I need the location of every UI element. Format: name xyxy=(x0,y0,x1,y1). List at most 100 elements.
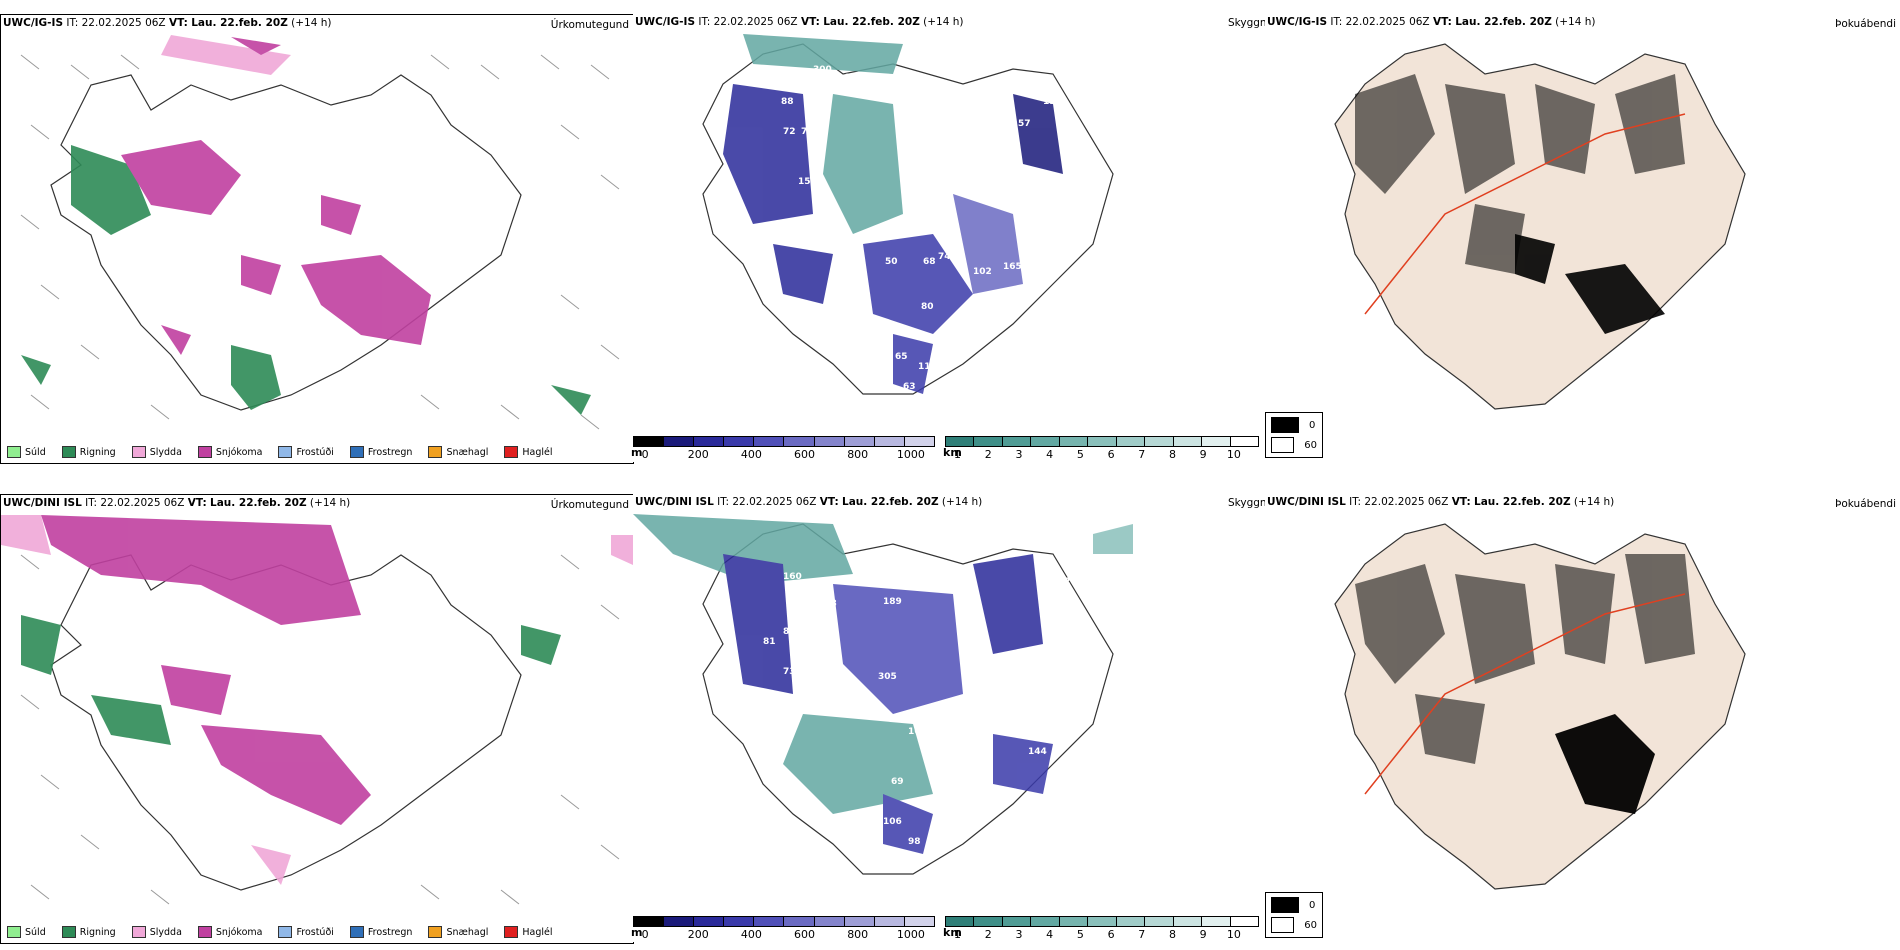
colorbar-unit: km xyxy=(943,446,962,459)
legend-swatch xyxy=(349,446,364,458)
precip-map-bottom xyxy=(1,515,633,905)
colorbar-tick-label: 8 xyxy=(1168,448,1176,461)
colorbar-tick-label: 4 xyxy=(1046,928,1054,941)
colorbar-boxes xyxy=(633,916,935,927)
colorbar-tick-label: 6 xyxy=(1107,448,1115,461)
svg-text:77: 77 xyxy=(801,127,814,137)
colorbar-ticks: 1 2 3 4 5 6 7 8 9 10 xyxy=(945,448,1259,462)
colorbar-tick-label: 7 xyxy=(1138,448,1146,461)
colorbar-box xyxy=(844,917,875,926)
cloud-map-bottom: 160 118 189 85 73 305 122 134 70 166 109 144 117… xyxy=(633,514,1133,895)
svg-text:153: 153 xyxy=(1043,97,1062,107)
legend-label: Snæhagl xyxy=(446,926,489,938)
svg-text:155: 155 xyxy=(798,177,817,187)
legend-item: Frostúði xyxy=(278,446,334,458)
colorbar-box xyxy=(724,437,755,446)
legend-swatch xyxy=(61,446,76,458)
svg-text:305: 305 xyxy=(878,672,897,682)
colorbar-box xyxy=(784,437,815,446)
svg-text:72: 72 xyxy=(783,127,796,137)
colorbar-tick-label: 2 xyxy=(984,928,992,941)
svg-text:74: 74 xyxy=(938,252,951,262)
colorbar-box xyxy=(1202,437,1231,446)
panel-label-fog: Þokuábendi xyxy=(1835,18,1896,30)
legend-item: Haglél xyxy=(504,446,553,458)
svg-text:98: 98 xyxy=(908,837,921,847)
precip-panel-bottom: UWC/DINI ISL IT: 22.02.2025 06Z VT: Lau.… xyxy=(0,494,634,944)
colorbar-box xyxy=(1059,917,1089,926)
colorbar-box xyxy=(874,917,905,926)
colorbar-box xyxy=(1116,917,1146,926)
fog-legend: 0 60 xyxy=(1265,412,1323,458)
colorbar-tick-label: 8 xyxy=(1168,928,1176,941)
legend-swatch xyxy=(7,926,21,938)
legend-swatch xyxy=(278,446,293,458)
legend-swatch xyxy=(61,926,76,938)
colorbar-box xyxy=(634,917,665,926)
colorbar-tick-label: 200 xyxy=(687,928,709,941)
svg-text:81: 81 xyxy=(763,637,776,647)
panel-title: UWC/IG-IS IT: 22.02.2025 06Z VT: Lau. 22… xyxy=(1267,16,1596,28)
legend-swatch xyxy=(504,446,519,458)
svg-text:85: 85 xyxy=(783,627,796,637)
colorbar-tick-label: 4 xyxy=(1046,448,1054,461)
svg-text:118: 118 xyxy=(818,599,837,609)
colorbar-box xyxy=(814,437,845,446)
colorbar-ticks: 0 200 400 600 800 1000 xyxy=(633,928,935,942)
panel-label-precip: Úrkomutegund xyxy=(550,19,629,31)
legend-swatch xyxy=(428,446,443,458)
colorbar-boxes xyxy=(945,436,1259,447)
colorbar-box xyxy=(874,437,905,446)
colorbar-tick-label: 2 xyxy=(984,448,992,461)
colorbar-tick-label: 10 xyxy=(1226,448,1241,461)
visibility-colorbar: 1 2 3 4 5 6 7 8 9 10 km xyxy=(943,916,1259,948)
colorbar-box xyxy=(1088,917,1117,926)
fog-legend-label: 60 xyxy=(1304,919,1317,931)
legend-swatch xyxy=(131,926,146,938)
precip-legend: Súld Rigning Slydda Snjókoma Frostúði Frostre… xyxy=(1,441,563,463)
legend-item: Frostregn xyxy=(349,926,413,938)
legend-label: Haglél xyxy=(522,926,553,938)
colorbar-ticks: 1 2 3 4 5 6 7 8 9 10 xyxy=(945,928,1259,942)
legend-swatch xyxy=(504,926,519,938)
svg-text:122: 122 xyxy=(963,647,982,657)
svg-text:86: 86 xyxy=(929,397,942,407)
colorbar-tick-label: 6 xyxy=(1107,928,1115,941)
colorbar-box xyxy=(694,437,725,446)
legend-label: Frostregn xyxy=(367,446,413,458)
svg-text:305: 305 xyxy=(813,227,832,237)
panel-label-precip: Úrkomutegund xyxy=(550,499,629,511)
fog-map-top xyxy=(1334,43,1746,410)
colorbar-box xyxy=(844,437,875,446)
panel-title: UWC/IG-IS IT: 22.02.2025 06Z VT: Lau. 22… xyxy=(635,16,964,28)
legend-item: Frostúði xyxy=(278,926,334,938)
cloud-panel-top: 73 300 291 88 72 77 155 305 50 68 74 102 165 144 8… xyxy=(631,14,1263,462)
colorbar-unit: km xyxy=(943,926,962,939)
svg-text:144: 144 xyxy=(983,307,1002,317)
colorbar-box xyxy=(974,917,1003,926)
svg-text:300: 300 xyxy=(813,65,832,75)
colorbar-box xyxy=(1145,437,1174,446)
fog-panel-top: UWC/IG-IS IT: 22.02.2025 06Z VT: Lau. 22… xyxy=(1265,14,1900,462)
svg-text:189: 189 xyxy=(883,597,902,607)
precip-map-top xyxy=(20,35,620,430)
colorbar-box xyxy=(1031,437,1060,446)
colorbar-box xyxy=(1173,917,1203,926)
legend-label: Rigning xyxy=(79,446,116,458)
colorbar-tick-label: 3 xyxy=(1015,448,1023,461)
svg-text:102: 102 xyxy=(973,267,992,277)
colorbar-tick-label: 0 xyxy=(641,928,649,941)
legend-item: Frostregn xyxy=(349,446,413,458)
panel-title: UWC/IG-IS IT: 22.02.2025 06Z VT: Lau. 22… xyxy=(3,17,332,29)
svg-text:88: 88 xyxy=(781,97,794,107)
svg-text:134: 134 xyxy=(968,702,987,712)
colorbar-tick-label: 10 xyxy=(1226,928,1241,941)
legend-label: Frostregn xyxy=(367,926,413,938)
colorbar-unit: m xyxy=(631,446,643,459)
fog-legend-label: 0 xyxy=(1309,419,1316,431)
legend-label: Frostúði xyxy=(296,926,334,938)
colorbar-box xyxy=(1145,917,1174,926)
colorbar-box xyxy=(974,437,1003,446)
legend-label: Slydda xyxy=(149,926,182,938)
colorbar-box xyxy=(634,437,665,446)
